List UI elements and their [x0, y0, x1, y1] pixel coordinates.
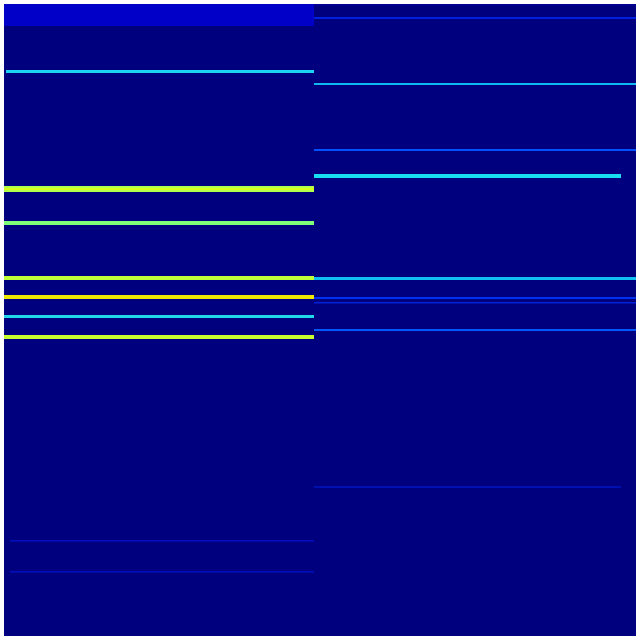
stripe	[314, 149, 636, 151]
background	[4, 4, 636, 636]
stripe	[314, 297, 636, 299]
stripe	[314, 17, 636, 19]
stripe	[10, 571, 314, 573]
stripe	[6, 70, 314, 73]
right-panel	[314, 17, 636, 488]
top-band	[314, 4, 636, 6]
stripe	[314, 174, 621, 178]
stripe	[4, 188, 314, 190]
stripe	[4, 335, 314, 339]
stripe	[4, 276, 314, 280]
top-band	[4, 4, 314, 26]
stripe	[314, 277, 636, 280]
stripe	[314, 83, 636, 85]
stripe	[10, 540, 314, 542]
stripe	[314, 329, 636, 331]
stripe	[4, 221, 314, 225]
stripe	[4, 315, 314, 318]
stripe	[4, 295, 314, 299]
stripe	[314, 486, 621, 488]
left-panel	[4, 70, 314, 573]
stripe	[314, 302, 636, 304]
